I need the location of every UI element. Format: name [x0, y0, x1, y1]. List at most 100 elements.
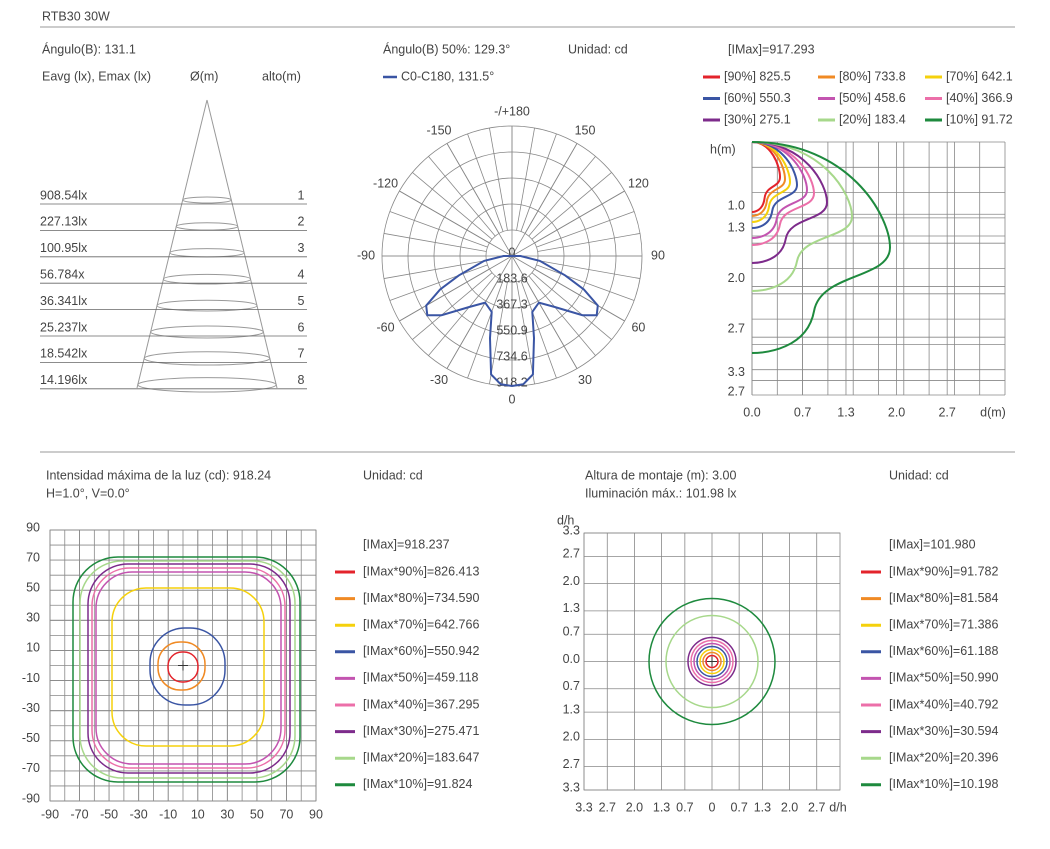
angle-label: Ángulo(B): 131.1 — [42, 41, 136, 56]
legend-label: [IMax*10%]=91.824 — [363, 777, 472, 791]
r-tick-label: 550.9 — [496, 323, 527, 337]
subtitle: Ángulo(B) 50%: 129.3° — [383, 41, 510, 56]
legend-label: [50%] 458.6 — [839, 91, 906, 105]
y-tick-label: -50 — [22, 731, 40, 745]
isolux-circle — [693, 642, 731, 681]
height-label: 4 — [298, 267, 305, 281]
y-tick-label: -30 — [22, 701, 40, 715]
polar-ring — [407, 151, 617, 361]
legend-label: [30%] 275.1 — [724, 112, 791, 126]
isolux-circle — [687, 636, 737, 687]
isolux-curve — [751, 141, 816, 246]
axis-label: d/h — [557, 513, 574, 527]
legend-label: [80%] 733.8 — [839, 69, 906, 83]
y-tick-label: 2.7 — [563, 547, 580, 561]
x-tick-label: 2.7 — [938, 405, 955, 419]
x-tick-label: 2.0 — [626, 800, 643, 814]
legend-label: [IMax*50%]=50.990 — [889, 671, 998, 685]
legend-label: [70%] 642.1 — [946, 69, 1013, 83]
angle-tick-label: 90 — [651, 248, 665, 262]
column-header: Ø(m) — [190, 69, 218, 83]
isolux-circle — [702, 651, 722, 672]
panel-subtitle: H=1.0°, V=0.0° — [46, 486, 130, 500]
y-tick-label: 1.3 — [563, 601, 580, 615]
polar-tick — [399, 190, 513, 257]
lux-label: 100.95lx — [40, 241, 88, 255]
height-label: 5 — [298, 294, 305, 308]
polar-tick — [446, 255, 513, 369]
cone-ring — [143, 351, 271, 366]
y-tick-label: -90 — [22, 791, 40, 805]
height-label: 2 — [298, 215, 305, 229]
panel-title: Altura de montaje (m): 3.00 — [585, 468, 737, 482]
polar-ring — [459, 203, 565, 309]
header-title: RTB30 30W — [42, 9, 110, 23]
unit-label: Unidad: cd — [889, 468, 949, 482]
x-tick-label: -90 — [41, 807, 59, 821]
y-tick-label: 0.0 — [563, 652, 580, 666]
y-tick-label: 0.7 — [563, 625, 580, 639]
polar-tick — [511, 255, 578, 369]
y-tick-label: 1.0 — [728, 199, 745, 213]
angle-tick-label: -120 — [373, 176, 398, 190]
legend-label: [IMax*30%]=275.471 — [363, 724, 479, 738]
legend-label: [IMax*80%]=734.590 — [363, 591, 479, 605]
lux-label: 56.784x — [40, 267, 85, 281]
legend-label: [10%] 91.72 — [946, 112, 1013, 126]
height-label: 8 — [298, 373, 305, 387]
isointensity-curve — [87, 563, 291, 774]
angle-tick-label: 60 — [631, 320, 645, 334]
x-tick-label: 3.3 — [575, 800, 592, 814]
isointensity-curve — [167, 651, 199, 683]
y-tick-label: 2.7 — [563, 757, 580, 771]
y-tick-label: 3.3 — [563, 780, 580, 794]
cone-ring — [162, 273, 252, 285]
isointensity-curve — [72, 556, 301, 783]
y-tick-label: 2.0 — [563, 730, 580, 744]
polar-ring — [433, 177, 591, 335]
y-tick-label: 2.7 — [728, 384, 745, 398]
x-tick-label: -30 — [130, 807, 148, 821]
angle-tick-label: -60 — [377, 320, 395, 334]
legend-label: [IMax*60%]=550.942 — [363, 644, 479, 658]
angle-tick-label: -30 — [430, 373, 448, 387]
panel-title: Intensidad máxima de la luz (cd): 918.24 — [46, 468, 271, 482]
x-tick-label: 2.7 — [599, 800, 616, 814]
y-tick-label: 1.3 — [728, 220, 745, 234]
height-label: 1 — [298, 188, 305, 202]
isolux-circle — [699, 648, 725, 675]
legend-label: C0-C180, 131.5° — [401, 69, 494, 83]
isolux-circle — [648, 597, 776, 726]
angle-tick-label: -150 — [426, 124, 451, 138]
isolux-curve — [751, 141, 799, 229]
x-tick-label: 0 — [709, 800, 716, 814]
x-tick-label: -50 — [100, 807, 118, 821]
x-tick-label: 0.0 — [743, 405, 760, 419]
y-tick-label: 30 — [26, 611, 40, 625]
unit-label: Unidad: cd — [568, 42, 628, 56]
x-tick-label: 30 — [220, 807, 234, 821]
cone-ring — [137, 377, 277, 393]
legend-label: [IMax*60%]=61.188 — [889, 644, 998, 658]
legend-label: [IMax*90%]=91.782 — [889, 564, 998, 578]
isolux-curve — [751, 141, 829, 264]
panel-title: [IMax]=918.237 — [363, 537, 450, 551]
cone-ring — [175, 222, 239, 231]
axis-label: d/h — [829, 800, 846, 814]
legend-label: [IMax*10%]=10.198 — [889, 777, 998, 791]
polar-tick — [399, 255, 513, 322]
polar-tick — [511, 143, 578, 257]
x-tick-label: 2.0 — [781, 800, 798, 814]
angle-tick-label: 120 — [628, 176, 649, 190]
isolux-curve — [751, 141, 892, 354]
legend-label: [IMax*30%]=30.594 — [889, 724, 998, 738]
angle-tick-label: 150 — [575, 124, 596, 138]
isointensity-curve — [157, 641, 206, 691]
lux-label: 14.196lx — [40, 373, 88, 387]
legend-label: [IMax*50%]=459.118 — [363, 671, 479, 685]
x-tick-label: 1.3 — [837, 405, 854, 419]
isolux-curve — [751, 141, 854, 292]
polar-curve — [425, 255, 599, 388]
polar-tick — [511, 190, 625, 257]
isolux-circle — [705, 654, 719, 669]
